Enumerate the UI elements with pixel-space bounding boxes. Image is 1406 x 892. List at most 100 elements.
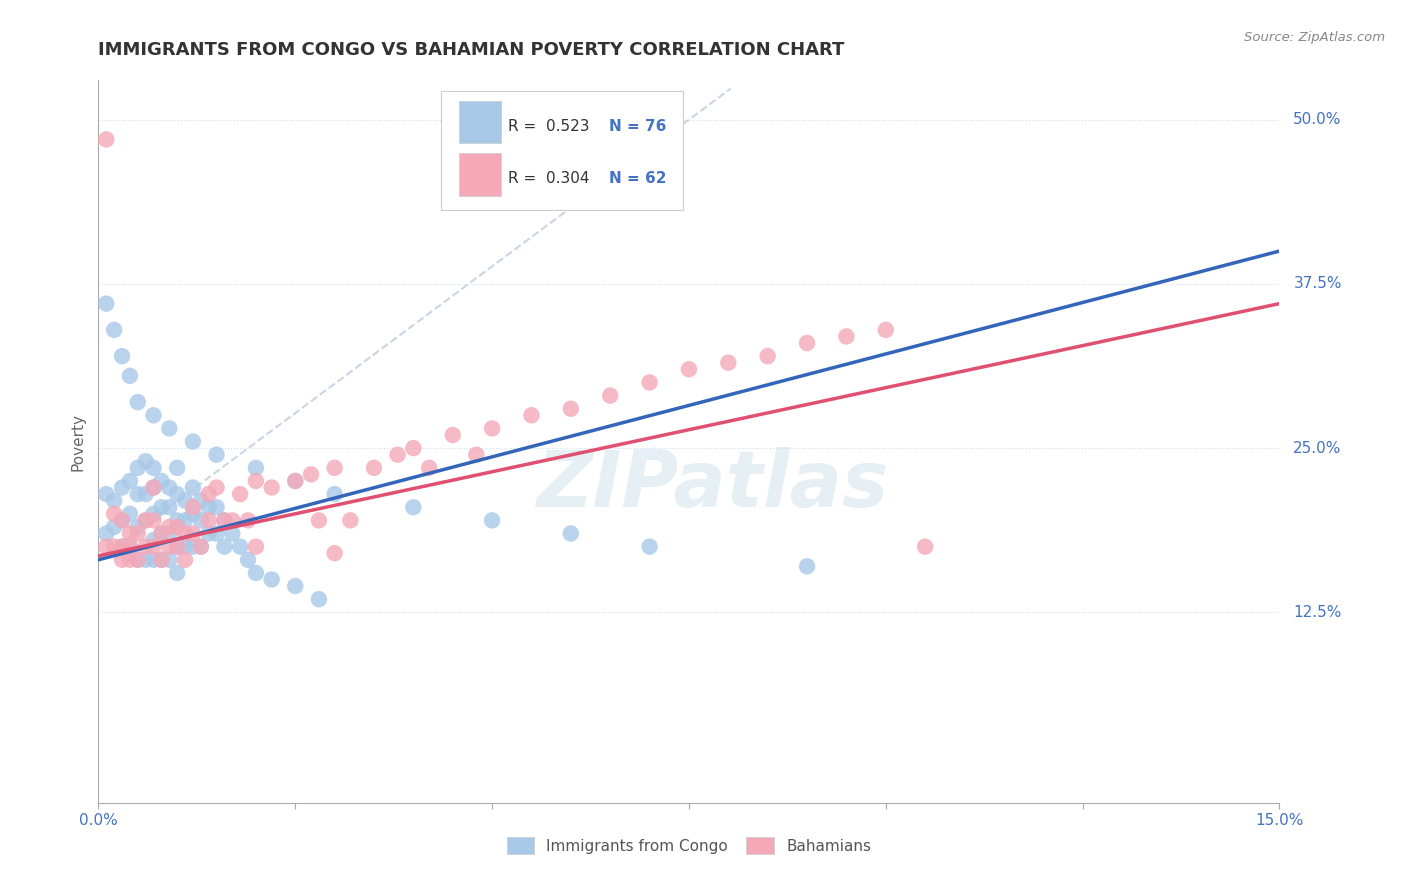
Point — [638, 376, 661, 390]
Point — [914, 540, 936, 554]
Point — [174, 540, 197, 554]
Point — [166, 513, 188, 527]
Point — [135, 540, 157, 554]
Point — [135, 513, 157, 527]
Point — [638, 540, 661, 554]
Point — [118, 474, 141, 488]
Point — [111, 540, 134, 554]
Point — [205, 448, 228, 462]
Point — [118, 553, 141, 567]
Text: R =  0.304: R = 0.304 — [508, 171, 589, 186]
Text: N = 62: N = 62 — [609, 171, 666, 186]
Text: 25.0%: 25.0% — [1294, 441, 1341, 456]
Point — [245, 566, 267, 580]
Point — [150, 553, 173, 567]
Point — [96, 296, 118, 310]
Point — [236, 513, 259, 527]
Point — [205, 481, 228, 495]
Point — [465, 448, 488, 462]
Point — [118, 368, 141, 383]
Point — [103, 323, 125, 337]
Point — [166, 540, 188, 554]
Point — [150, 526, 173, 541]
Legend: Immigrants from Congo, Bahamians: Immigrants from Congo, Bahamians — [501, 831, 877, 860]
Point — [174, 526, 197, 541]
Point — [197, 487, 219, 501]
Point — [127, 553, 149, 567]
Point — [181, 434, 204, 449]
Point — [197, 513, 219, 527]
Point — [214, 513, 236, 527]
Text: N = 76: N = 76 — [609, 119, 666, 134]
Point — [127, 460, 149, 475]
Point — [111, 481, 134, 495]
Point — [260, 573, 283, 587]
Point — [796, 559, 818, 574]
Text: ZIPatlas: ZIPatlas — [537, 447, 889, 523]
Point — [214, 540, 236, 554]
Point — [260, 481, 283, 495]
Point — [284, 474, 307, 488]
Text: 12.5%: 12.5% — [1294, 605, 1341, 620]
Point — [166, 460, 188, 475]
Point — [197, 526, 219, 541]
Point — [229, 487, 252, 501]
Point — [756, 349, 779, 363]
Point — [387, 448, 409, 462]
Point — [96, 132, 118, 146]
Point — [150, 553, 173, 567]
Point — [166, 540, 188, 554]
Point — [796, 336, 818, 351]
Point — [142, 481, 165, 495]
Point — [118, 540, 141, 554]
Point — [166, 566, 188, 580]
Point — [181, 526, 204, 541]
Point — [190, 493, 212, 508]
Point — [214, 513, 236, 527]
Point — [111, 553, 134, 567]
Point — [284, 579, 307, 593]
Text: IMMIGRANTS FROM CONGO VS BAHAMIAN POVERTY CORRELATION CHART: IMMIGRANTS FROM CONGO VS BAHAMIAN POVERT… — [98, 41, 845, 59]
Point — [560, 401, 582, 416]
Point — [118, 540, 141, 554]
FancyBboxPatch shape — [458, 153, 501, 196]
Point — [111, 540, 134, 554]
Point — [323, 460, 346, 475]
Point — [127, 526, 149, 541]
Text: 50.0%: 50.0% — [1294, 112, 1341, 128]
Point — [181, 481, 204, 495]
Point — [402, 500, 425, 515]
Point — [157, 540, 180, 554]
Point — [118, 507, 141, 521]
Point — [142, 553, 165, 567]
Point — [599, 388, 621, 402]
Text: 37.5%: 37.5% — [1294, 277, 1341, 292]
Point — [142, 481, 165, 495]
Point — [96, 487, 118, 501]
Text: Source: ZipAtlas.com: Source: ZipAtlas.com — [1244, 31, 1385, 45]
Point — [150, 526, 173, 541]
Point — [135, 553, 157, 567]
Point — [717, 356, 740, 370]
Point — [875, 323, 897, 337]
Point — [127, 487, 149, 501]
Point — [221, 513, 243, 527]
Point — [560, 526, 582, 541]
Point — [181, 507, 204, 521]
Point — [323, 546, 346, 560]
Point — [127, 395, 149, 409]
Point — [127, 553, 149, 567]
Point — [835, 329, 858, 343]
Point — [142, 513, 165, 527]
Point — [481, 513, 503, 527]
Point — [181, 500, 204, 515]
Point — [135, 454, 157, 468]
Point — [174, 553, 197, 567]
Point — [111, 513, 134, 527]
Point — [339, 513, 361, 527]
Point — [520, 409, 543, 423]
Point — [150, 500, 173, 515]
Point — [135, 513, 157, 527]
Point — [308, 513, 330, 527]
Point — [245, 540, 267, 554]
